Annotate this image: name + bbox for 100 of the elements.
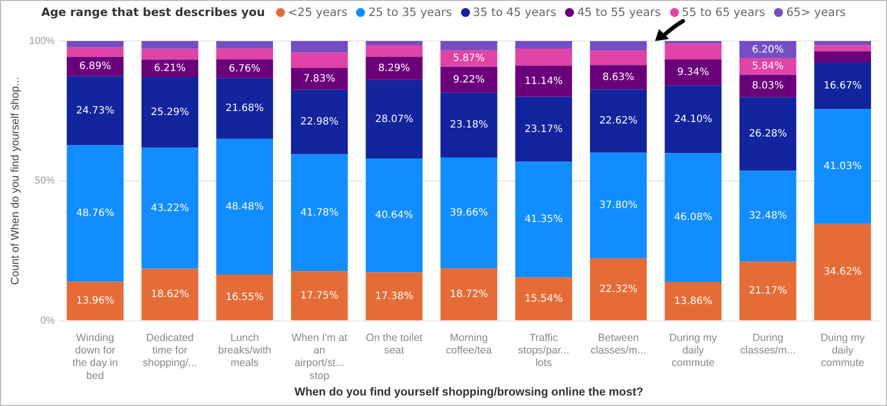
x-tick-label: On the toilet seat: [366, 332, 423, 357]
data-label: 16.67%: [824, 80, 862, 92]
data-label: 6.21%: [154, 62, 186, 74]
bar: [440, 268, 498, 320]
data-label: 22.32%: [599, 284, 638, 295]
bar: [664, 60, 722, 86]
data-label: 46.08%: [674, 212, 712, 224]
bar: [590, 152, 647, 258]
bar: [515, 96, 572, 162]
bar: [440, 66, 498, 93]
bar: [440, 157, 498, 268]
data-label: 17.38%: [375, 290, 414, 302]
bar: [440, 41, 498, 50]
x-tick-label: Between classes/m...: [590, 332, 646, 357]
data-label: 6.89%: [79, 61, 112, 72]
bar: [515, 48, 572, 66]
bar: [141, 41, 198, 49]
bar: [590, 50, 647, 66]
bar: [515, 162, 572, 278]
bar: [440, 92, 498, 158]
data-label: 43.22%: [150, 202, 189, 214]
x-tick-label: When I'm at an airport/st... stop: [292, 332, 348, 382]
bar: [515, 66, 572, 97]
y-tick-label: 0%: [40, 316, 55, 327]
data-label: 6.76%: [228, 63, 261, 74]
bar: [216, 138, 274, 274]
x-tick-label: Morning coffee/tea: [446, 332, 492, 357]
legend-label: 25 to 35 years: [368, 5, 452, 19]
bar: [590, 258, 647, 320]
bar: [814, 45, 872, 52]
data-label: 34.62%: [824, 266, 862, 278]
bar: [66, 41, 124, 48]
bar: [814, 109, 872, 224]
data-label: 13.86%: [674, 296, 712, 307]
data-label: 37.80%: [599, 200, 638, 212]
bar: [366, 41, 423, 45]
data-label: 23.18%: [450, 120, 488, 131]
data-label: 9.22%: [452, 74, 485, 86]
bar: [664, 44, 722, 60]
bar: [141, 60, 198, 78]
x-tick-label: Dedicated time for shopping/...: [142, 332, 198, 370]
data-label: 28.07%: [375, 114, 414, 125]
bar: [515, 277, 572, 320]
bar: [366, 56, 423, 80]
data-label: 48.76%: [76, 208, 114, 220]
bar: [366, 80, 423, 158]
legend-label: 55 to 65 years: [682, 5, 766, 19]
bar: [814, 41, 872, 46]
bar: [590, 89, 647, 153]
data-label: 5.84%: [752, 61, 784, 72]
bar: [66, 47, 124, 57]
bar: [141, 268, 198, 320]
data-label: 11.14%: [524, 76, 563, 87]
bar: [141, 48, 198, 60]
bar: [366, 44, 423, 57]
data-label: 24.10%: [674, 114, 712, 125]
x-tick-label: During my daily commute: [669, 332, 718, 370]
bar: [66, 282, 124, 320]
data-label: 26.28%: [748, 128, 787, 140]
legend-label: <25 years: [288, 5, 348, 19]
data-label: 41.03%: [824, 161, 862, 172]
bar: [66, 145, 124, 282]
legend-label: 65> years: [786, 5, 846, 19]
bar: [814, 51, 872, 62]
bar: [290, 90, 348, 154]
bar: [515, 41, 572, 49]
x-tick-label: Traffic stops/par... lots: [518, 332, 570, 370]
legend-title: Age range that best describes you: [41, 5, 265, 19]
bar: [141, 77, 198, 148]
legend-label: 35 to 45 years: [472, 5, 556, 19]
data-label: 25.29%: [150, 106, 189, 118]
data-label: 8.03%: [752, 80, 784, 92]
x-tick-label: Lunch breaks/with meals: [218, 332, 272, 370]
y-axis-title: Count of When do you find yourself shop...: [10, 76, 22, 285]
bar: [216, 48, 274, 60]
bar: [290, 154, 348, 272]
bar: [664, 282, 722, 320]
data-label: 9.34%: [677, 67, 710, 78]
data-label: 16.55%: [226, 292, 264, 303]
data-label: 23.17%: [524, 124, 563, 135]
y-tick-label: 100%: [29, 36, 55, 47]
bar: [290, 271, 348, 320]
bar: [290, 52, 348, 68]
data-label: 18.62%: [150, 289, 189, 300]
bar: [216, 78, 274, 139]
bar: [739, 97, 796, 171]
data-label: 5.87%: [452, 53, 485, 64]
bar: [366, 272, 423, 320]
bar: [664, 41, 722, 44]
bar: [66, 76, 124, 146]
x-tick-label: Winding down for the day in bed: [72, 332, 118, 382]
bar: [739, 170, 796, 262]
data-label: 21.68%: [226, 103, 264, 114]
y-tick-label: 50%: [34, 176, 55, 187]
data-label: 41.35%: [524, 214, 563, 226]
bar: [590, 41, 647, 51]
data-label: 48.48%: [226, 201, 264, 212]
data-label: 21.17%: [748, 286, 787, 297]
bar: [739, 41, 796, 58]
x-tick-label: Duing my daily commute: [820, 332, 866, 370]
